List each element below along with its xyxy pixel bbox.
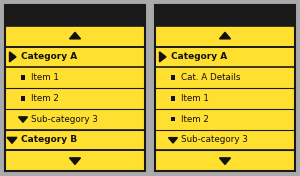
Text: Category A: Category A (171, 52, 227, 61)
Text: Category A: Category A (21, 52, 77, 61)
Polygon shape (19, 117, 28, 122)
Text: Sub-category 3: Sub-category 3 (31, 115, 98, 124)
Text: Cat. A Details: Cat. A Details (181, 73, 241, 82)
Polygon shape (220, 158, 230, 165)
Text: Category B: Category B (21, 135, 77, 144)
Text: Item 2: Item 2 (31, 94, 59, 103)
Polygon shape (7, 137, 17, 143)
Text: Item 1: Item 1 (31, 73, 59, 82)
Bar (171, 75, 175, 80)
Polygon shape (220, 32, 230, 39)
Bar (155, 5, 295, 171)
Polygon shape (70, 158, 80, 165)
Polygon shape (169, 138, 178, 143)
Polygon shape (70, 32, 80, 39)
Text: Sub-category 3: Sub-category 3 (181, 135, 248, 144)
Bar (171, 96, 175, 101)
Polygon shape (160, 52, 166, 62)
Bar (171, 117, 175, 121)
Bar (5, 5, 145, 26)
Bar (5, 5, 145, 171)
Text: Item 1: Item 1 (181, 94, 209, 103)
Bar (21, 75, 25, 80)
Bar (21, 96, 25, 101)
Text: Item 2: Item 2 (181, 115, 209, 124)
Polygon shape (10, 52, 16, 62)
Bar (155, 5, 295, 26)
